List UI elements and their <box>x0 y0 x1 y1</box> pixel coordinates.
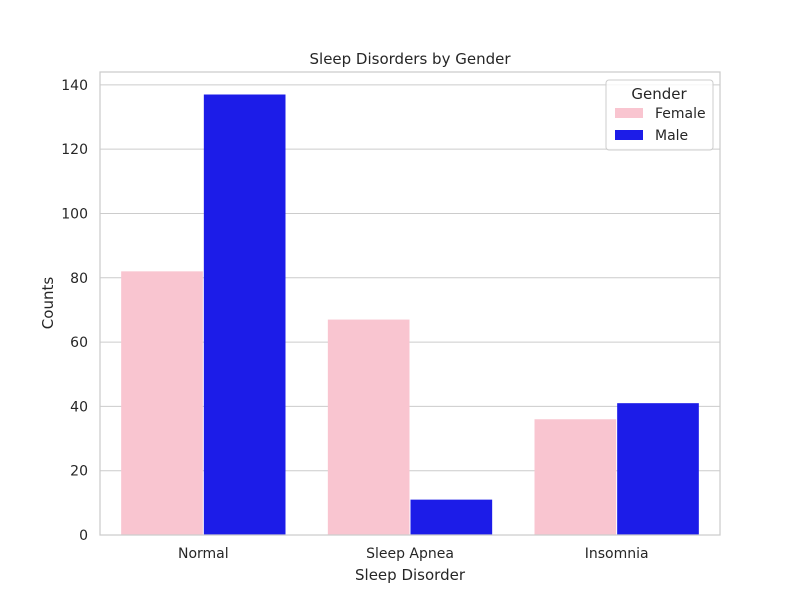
x-axis-label: Sleep Disorder <box>355 566 466 584</box>
y-tick-label: 100 <box>61 206 88 222</box>
y-tick-labels: 0 20 40 60 80 100 120 140 <box>61 78 88 544</box>
bars <box>121 94 699 535</box>
x-tick-label: Normal <box>178 546 229 562</box>
legend-swatch-male <box>615 130 643 140</box>
x-tick-label: Insomnia <box>585 546 649 562</box>
legend-label-male: Male <box>655 128 688 144</box>
bar-male-sleep-apnea <box>410 499 493 535</box>
x-tick-labels: Normal Sleep Apnea Insomnia <box>178 546 649 562</box>
y-tick-label: 60 <box>70 335 88 351</box>
y-tick-label: 40 <box>70 399 88 415</box>
y-tick-label: 0 <box>79 528 88 544</box>
x-tick-label: Sleep Apnea <box>366 546 454 562</box>
bar-female-normal <box>121 271 203 535</box>
chart-title: Sleep Disorders by Gender <box>310 50 512 68</box>
bar-female-insomnia <box>534 419 617 535</box>
plot-frame <box>99 71 721 536</box>
y-tick-label: 80 <box>70 271 88 287</box>
y-gridlines <box>100 84 720 536</box>
y-axis-label: Counts <box>39 277 57 330</box>
legend: Gender Female Male <box>605 79 714 151</box>
bar-male-insomnia <box>617 403 699 535</box>
y-tick-label: 140 <box>61 78 88 94</box>
bar-male-normal <box>203 94 286 535</box>
legend-title: Gender <box>631 85 687 103</box>
y-tick-label: 20 <box>70 464 88 480</box>
legend-swatch-female <box>615 108 643 118</box>
legend-label-female: Female <box>655 106 706 122</box>
bar-female-sleep-apnea <box>327 319 410 535</box>
y-tick-label: 120 <box>61 142 88 158</box>
